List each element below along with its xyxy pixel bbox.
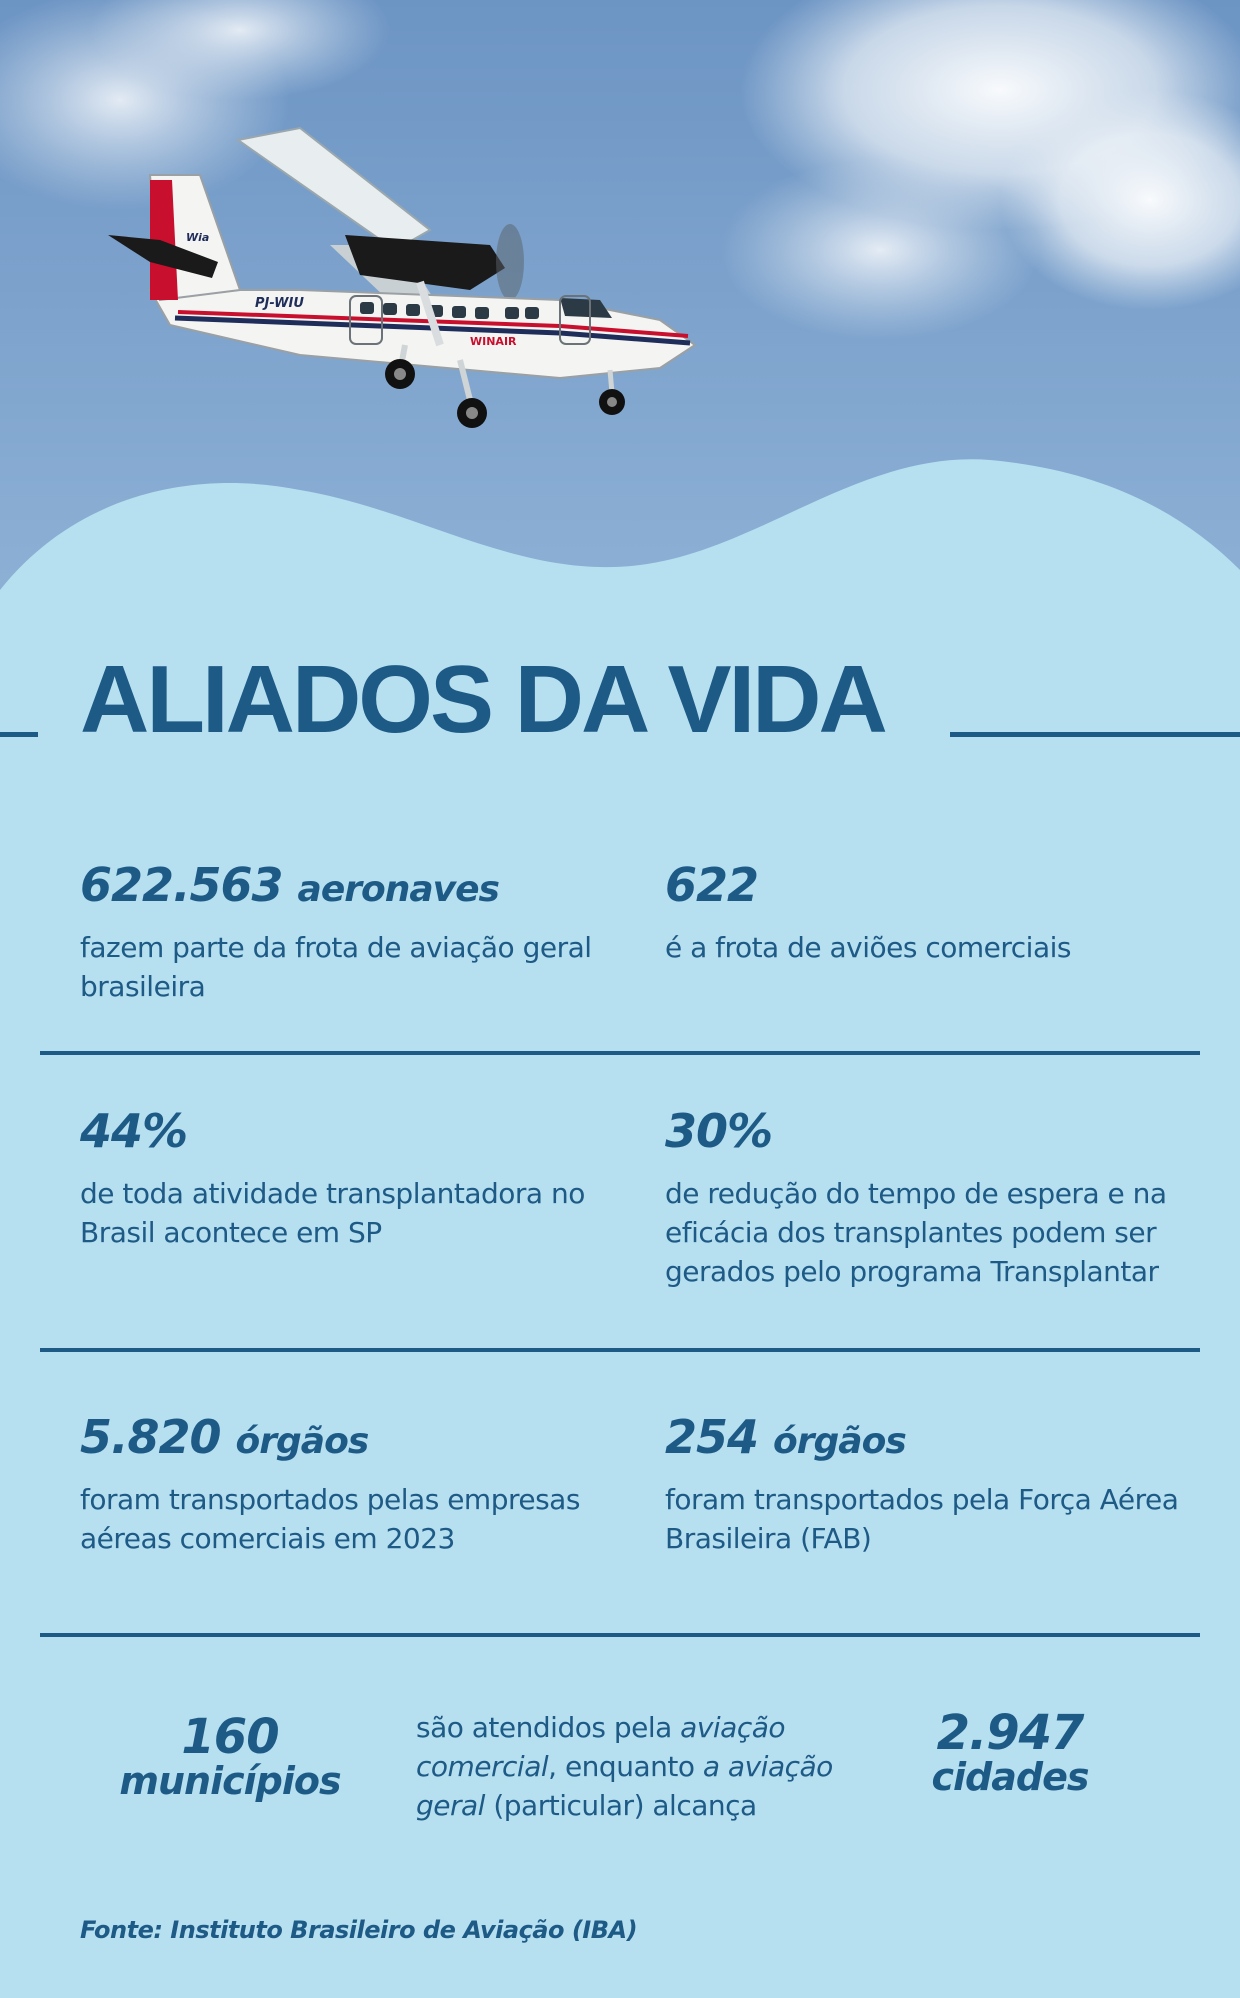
stat-value: 5.820 órgãos: [80, 1414, 620, 1460]
wave-divider: [0, 430, 1240, 660]
stat-value: 254 órgãos: [665, 1414, 1205, 1460]
cities-label: cidades: [931, 1755, 1090, 1800]
title-rule-right: [950, 732, 1240, 737]
municipalities-count: 160 municípios: [100, 1712, 360, 1802]
title-rule-left: [0, 732, 38, 737]
stat-value: 30%: [665, 1108, 1205, 1154]
stat-value: 622: [665, 862, 1205, 908]
cities-count: 2.947 cidades: [880, 1708, 1140, 1798]
svg-text:WINAIR: WINAIR: [470, 335, 517, 348]
source-credit: Fonte: Instituto Brasileiro de Aviação (…: [80, 1916, 638, 1944]
page-title: ALIADOS DA VIDA: [80, 646, 888, 753]
stat-commercial-organs: 5.820 órgãos foram transportados pelas e…: [80, 1414, 620, 1558]
stat-unit: aeronaves: [297, 869, 500, 910]
separator-3: [40, 1633, 1200, 1637]
coverage-text-3: (particular) alcança: [484, 1789, 757, 1822]
separator-1: [40, 1051, 1200, 1055]
coverage-text-general: a aviação geral: [416, 1750, 833, 1822]
stat-value: 44%: [80, 1108, 620, 1154]
title-row: ALIADOS DA VIDA: [0, 640, 1240, 760]
stat-fab-organs: 254 órgãos foram transportados pela Forç…: [665, 1414, 1205, 1558]
svg-text:PJ-WIU: PJ-WIU: [255, 296, 304, 311]
stat-value: 622.563 aeronaves: [80, 862, 620, 908]
stat-sp-transplants: 44% de toda atividade transplantadora no…: [80, 1108, 620, 1252]
clouds: [0, 0, 1240, 340]
svg-text:Wia: Wia: [186, 231, 209, 244]
stat-description: foram transportados pela Força Aérea Bra…: [665, 1483, 1179, 1555]
stat-description: de toda atividade transplantadora no Bra…: [80, 1177, 585, 1249]
stat-general-aviation-fleet: 622.563 aeronaves fazem parte da frota d…: [80, 862, 620, 1006]
stat-number: 44%: [80, 1104, 188, 1158]
municipalities-label: municípios: [119, 1759, 341, 1804]
coverage-text-1: são atendidos pela: [416, 1711, 681, 1744]
stat-wait-reduction: 30% de redução do tempo de espera e na e…: [665, 1108, 1205, 1291]
stat-unit: órgãos: [235, 1421, 370, 1462]
stat-description: é a frota de aviões comerciais: [665, 931, 1071, 964]
stat-description: fazem parte da frota de aviação geral br…: [80, 931, 592, 1003]
stat-description: foram transportados pelas empresas aérea…: [80, 1483, 580, 1555]
airplane-illustration: PJ-WIU WINAIR Wia: [108, 126, 697, 428]
municipalities-number: 160: [181, 1709, 279, 1765]
stat-number: 254: [665, 1410, 759, 1464]
stat-unit: órgãos: [773, 1421, 907, 1462]
coverage-text-commercial: aviação comercial: [416, 1711, 786, 1783]
cities-number: 2.947: [936, 1705, 1085, 1761]
separator-2: [40, 1348, 1200, 1352]
stat-number: 622: [665, 858, 759, 912]
stat-commercial-fleet: 622 é a frota de aviões comerciais: [665, 862, 1205, 967]
stat-number: 5.820: [80, 1410, 222, 1464]
stat-number: 30%: [665, 1104, 773, 1158]
stat-number: 622.563: [80, 858, 284, 912]
coverage-description: são atendidos pela aviação comercial, en…: [416, 1708, 856, 1825]
coverage-text-2: , enquanto: [548, 1750, 703, 1783]
stat-description: de redução do tempo de espera e na eficá…: [665, 1177, 1167, 1288]
